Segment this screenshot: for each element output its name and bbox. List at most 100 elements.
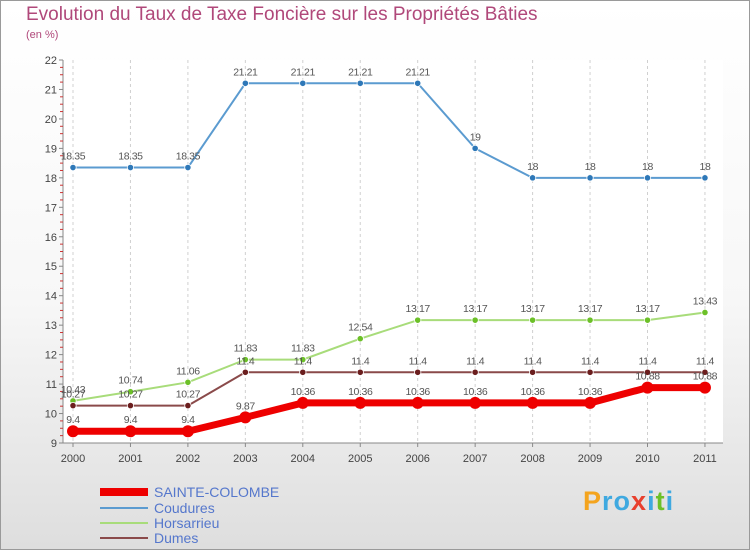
data-label-coudures: 21.21 xyxy=(406,66,431,78)
data-point-horsarrieu xyxy=(184,378,192,386)
logo-letter: r xyxy=(602,486,614,516)
data-label-horsarrieu: 10.74 xyxy=(118,375,143,387)
data-label-coudures: 18.35 xyxy=(176,151,201,163)
legend-label: Horsarrieu xyxy=(154,515,220,531)
y-tick-label: 19 xyxy=(45,143,57,155)
data-point-sainte-colombe xyxy=(698,381,711,394)
data-label-dumes: 11.4 xyxy=(351,355,370,367)
data-label-dumes: 10.27 xyxy=(118,389,143,401)
y-tick-label: 22 xyxy=(45,55,57,67)
data-point-horsarrieu xyxy=(299,356,307,364)
data-point-coudures xyxy=(356,79,364,87)
logo-letter: P xyxy=(583,486,603,516)
data-label-coudures: 19 xyxy=(470,131,481,143)
legend-label: Dumes xyxy=(154,530,199,546)
data-point-dumes xyxy=(586,368,594,376)
data-point-coudures xyxy=(701,174,709,182)
chart-title: Evolution du Taux de Taxe Foncière sur l… xyxy=(26,4,538,25)
logo-letter: i xyxy=(665,486,675,516)
data-point-dumes xyxy=(241,368,249,376)
data-label-horsarrieu: 10.43 xyxy=(61,384,86,396)
plot-area xyxy=(63,60,723,443)
data-label-sainte-colombe: 9.4 xyxy=(181,414,195,426)
data-label-sainte-colombe: 9.87 xyxy=(236,400,255,412)
x-tick-label: 2005 xyxy=(348,453,372,465)
y-tick-label: 9 xyxy=(51,438,57,450)
data-point-sainte-colombe xyxy=(641,381,654,394)
y-tick-label: 12 xyxy=(45,350,57,362)
data-point-sainte-colombe xyxy=(296,396,309,409)
data-point-dumes xyxy=(356,368,364,376)
chart-subtitle: (en %) xyxy=(26,29,59,41)
x-tick-label: 2001 xyxy=(118,453,142,465)
data-label-horsarrieu: 11.06 xyxy=(176,365,200,377)
data-point-horsarrieu xyxy=(414,316,422,324)
data-label-horsarrieu: 13.17 xyxy=(520,303,545,315)
x-tick-label: 2004 xyxy=(291,453,315,465)
series-line-sainte-colombe xyxy=(73,384,705,435)
logo-letter: i xyxy=(647,486,656,516)
data-label-sainte-colombe: 10.36 xyxy=(348,386,373,398)
data-point-sainte-colombe xyxy=(67,425,79,438)
data-label-horsarrieu: 11.83 xyxy=(234,343,258,355)
data-label-sainte-colombe: 10.36 xyxy=(406,386,431,398)
y-tick-label: 15 xyxy=(45,261,57,273)
data-point-sainte-colombe xyxy=(584,396,597,409)
data-point-dumes xyxy=(414,368,422,376)
data-point-coudures xyxy=(471,144,479,152)
data-label-dumes: 11.4 xyxy=(638,355,657,367)
data-label-sainte-colombe: 10.88 xyxy=(693,371,718,383)
legend-item-dumes: Dumes xyxy=(100,530,360,546)
data-label-horsarrieu: 13.17 xyxy=(578,303,603,315)
data-point-coudures xyxy=(414,79,422,87)
data-point-sainte-colombe xyxy=(181,425,194,438)
data-point-coudures xyxy=(586,174,594,182)
x-tick-label: 2008 xyxy=(520,453,544,465)
legend-item-coudures: Coudures xyxy=(100,500,360,516)
data-label-sainte-colombe: 9.4 xyxy=(124,414,138,426)
data-label-sainte-colombe: 10.36 xyxy=(578,386,603,398)
data-point-coudures xyxy=(69,163,77,172)
x-tick-label: 2007 xyxy=(463,453,487,465)
data-point-horsarrieu xyxy=(586,316,594,324)
data-label-coudures: 18 xyxy=(585,161,596,173)
data-point-sainte-colombe xyxy=(469,396,482,409)
data-point-dumes xyxy=(643,368,652,376)
y-tick-label: 16 xyxy=(45,232,57,244)
data-label-sainte-colombe: 10.36 xyxy=(291,386,316,398)
legend-label: SAINTE-COLOMBE xyxy=(154,484,280,500)
data-label-coudures: 18 xyxy=(700,161,711,173)
data-point-dumes xyxy=(701,368,709,376)
data-label-dumes: 10.27 xyxy=(61,389,86,401)
y-tick-label: 20 xyxy=(45,114,57,126)
data-label-dumes: 10.27 xyxy=(176,389,201,401)
data-label-coudures: 21.21 xyxy=(348,66,373,78)
y-tick-label: 13 xyxy=(45,320,57,332)
data-point-sainte-colombe xyxy=(411,396,424,409)
x-tick-label: 2009 xyxy=(578,453,602,465)
x-tick-label: 2002 xyxy=(176,453,200,465)
data-point-horsarrieu xyxy=(356,335,364,343)
y-tick-label: 10 xyxy=(45,409,57,421)
data-label-sainte-colombe: 10.36 xyxy=(463,386,488,398)
logo-letter: t xyxy=(655,486,666,516)
data-point-dumes xyxy=(126,401,135,410)
y-tick-label: 18 xyxy=(45,173,57,185)
data-point-coudures xyxy=(241,79,249,87)
data-point-sainte-colombe xyxy=(124,425,137,438)
series-line-coudures xyxy=(73,82,705,179)
data-label-dumes: 11.4 xyxy=(581,355,600,367)
data-point-horsarrieu xyxy=(643,316,652,324)
data-point-dumes xyxy=(184,401,192,410)
data-point-horsarrieu xyxy=(701,308,709,317)
x-tick-label: 2003 xyxy=(233,453,257,465)
data-point-coudures xyxy=(643,174,652,182)
data-point-dumes xyxy=(528,368,537,376)
series-line-horsarrieu xyxy=(72,311,706,402)
data-point-horsarrieu xyxy=(241,356,249,364)
data-label-horsarrieu: 12.54 xyxy=(348,322,373,334)
data-point-dumes xyxy=(69,401,77,410)
y-tick-label: 21 xyxy=(45,84,57,96)
data-label-coudures: 18.35 xyxy=(118,151,143,163)
x-tick-label: 2010 xyxy=(635,453,659,465)
